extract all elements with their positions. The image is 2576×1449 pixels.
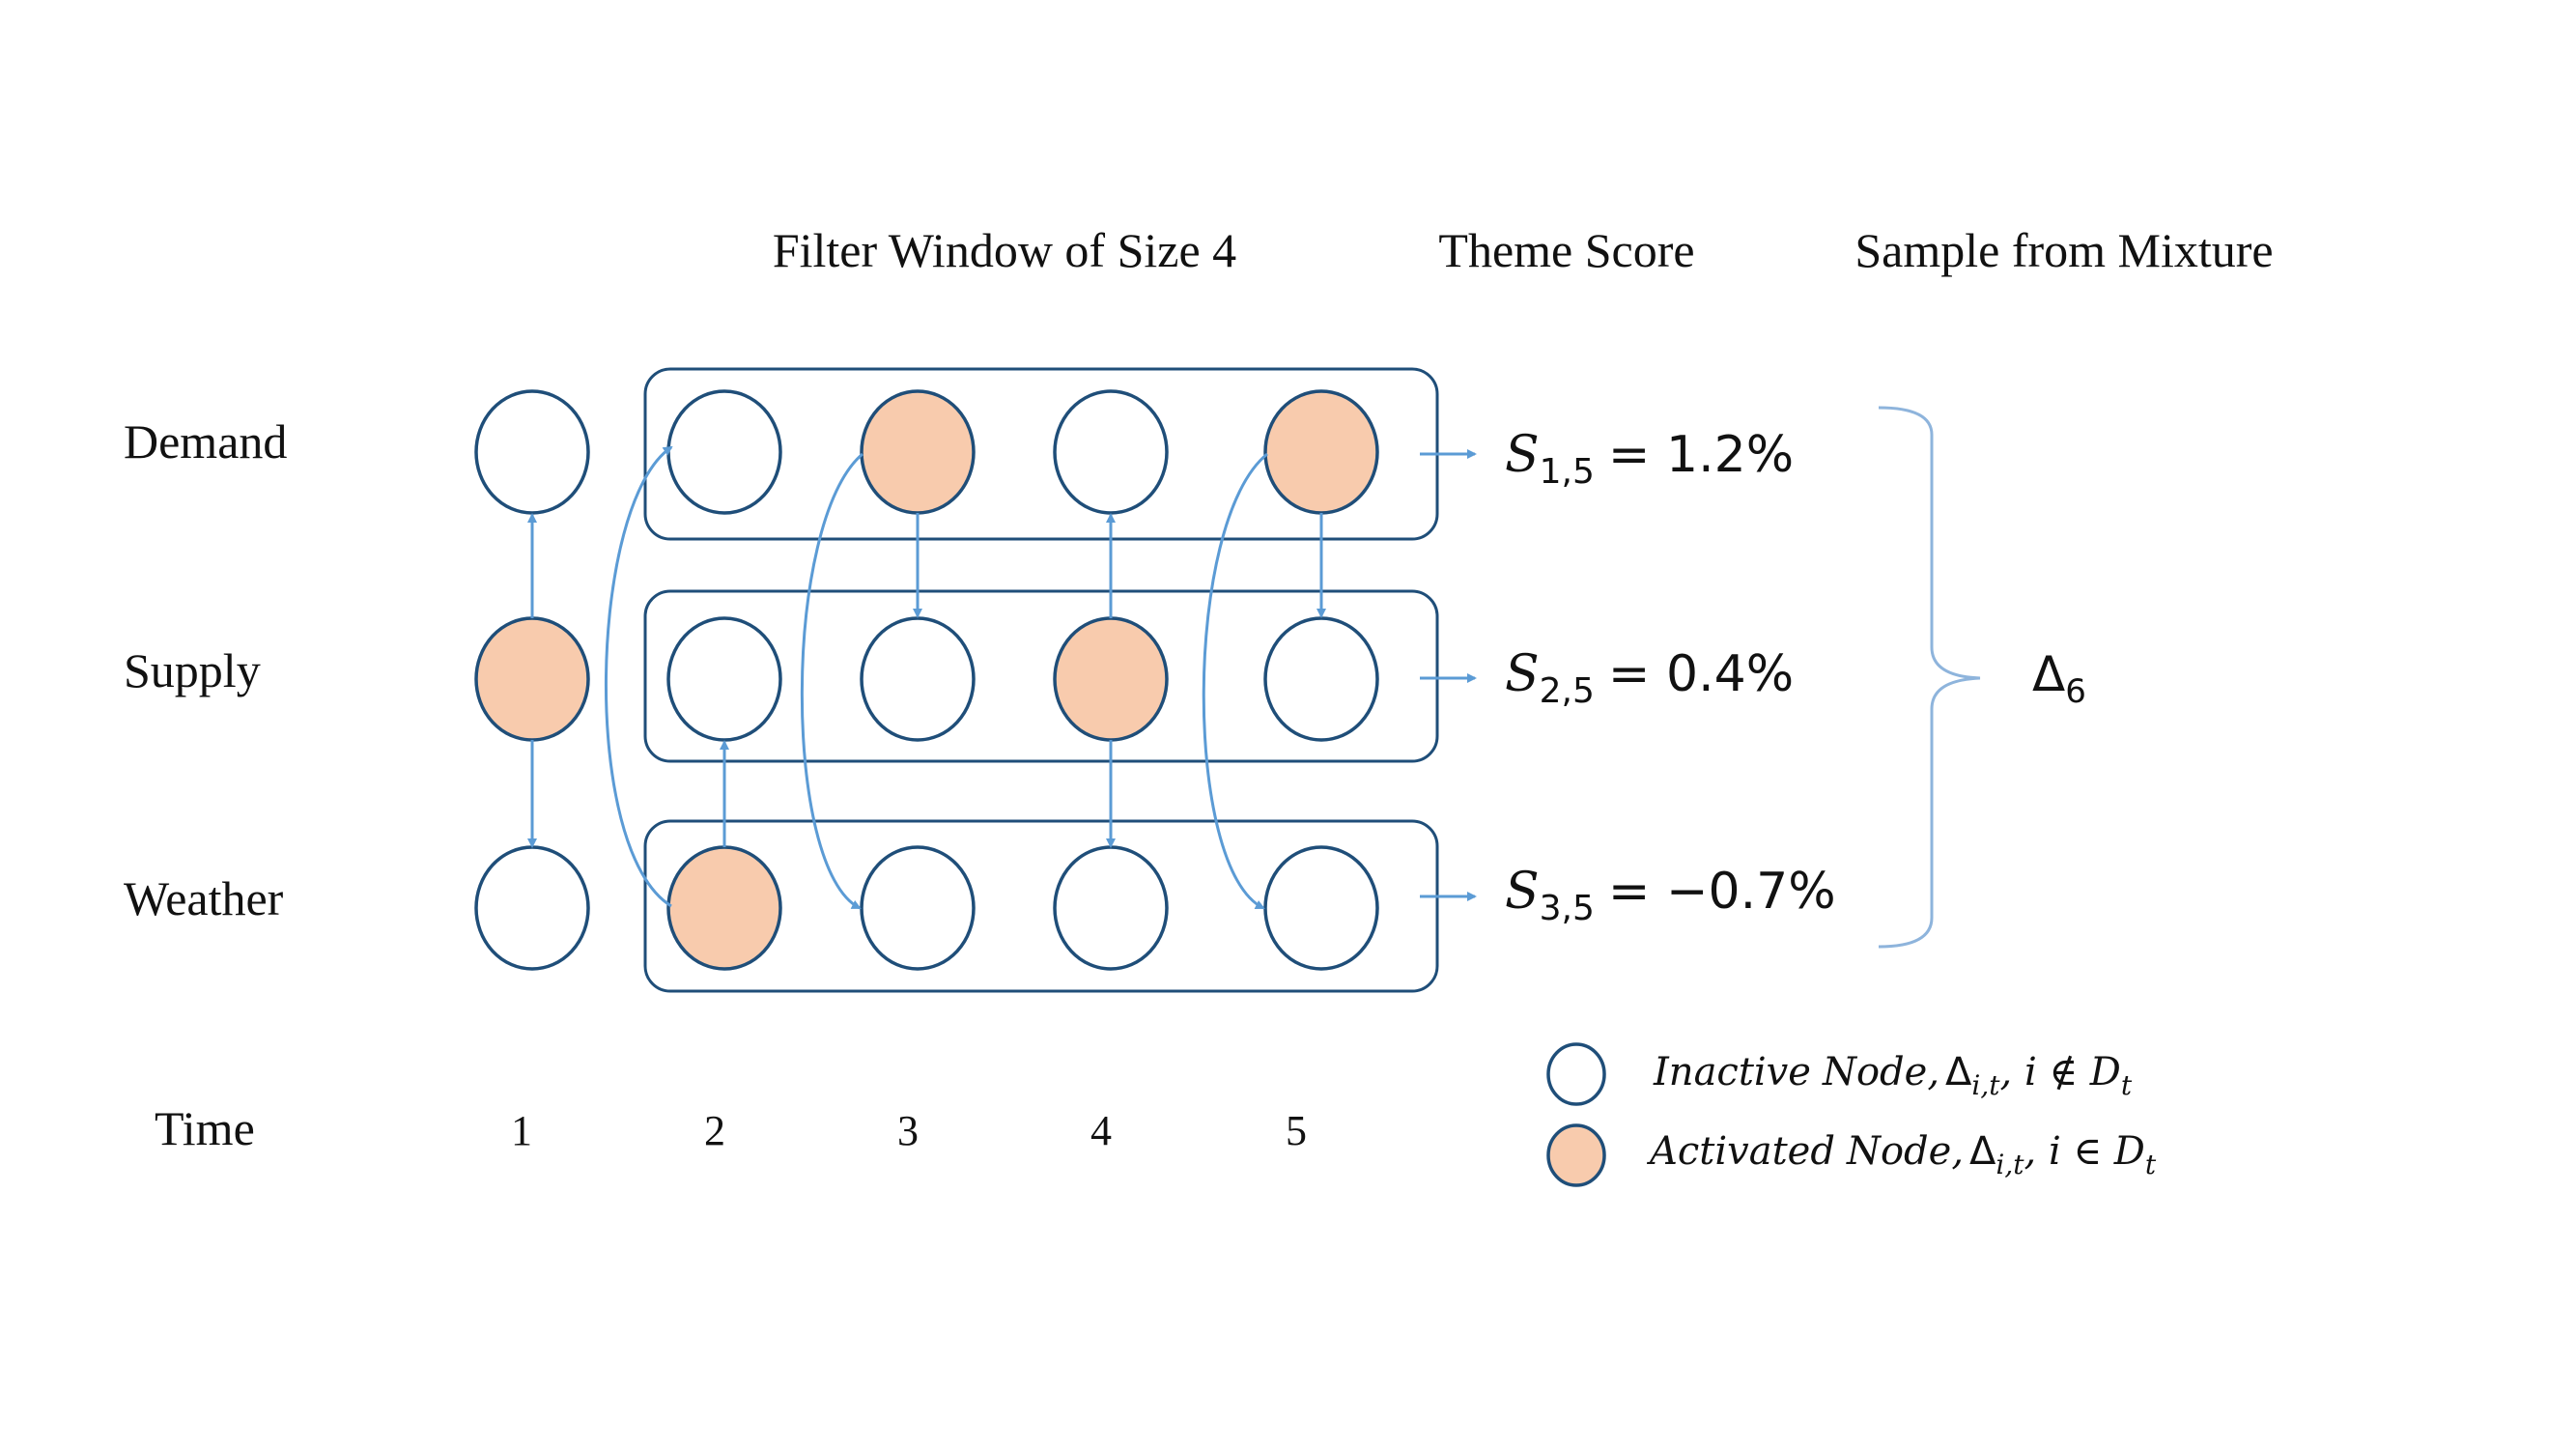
legend-inactive-label: Inactive Node, Δi,t, i ∉ Dt xyxy=(1653,1050,2133,1101)
legend: Inactive Node, Δi,t, i ∉ Dt Activated Node,… xyxy=(1546,1042,2157,1187)
node-demand-t5 xyxy=(1263,389,1379,515)
node-grid xyxy=(474,389,1379,971)
time-step-5: 5 xyxy=(1286,1107,1307,1154)
node-demand-t1 xyxy=(474,389,590,515)
sample-mixture-header: Sample from Mixture xyxy=(1854,223,2273,277)
time-step-2: 2 xyxy=(704,1107,725,1154)
node-supply-t5 xyxy=(1263,616,1379,742)
row-label-supply: Supply xyxy=(124,643,261,697)
node-weather-t2 xyxy=(666,845,782,971)
filter-window-box-weather xyxy=(643,819,1439,993)
theme-score-header: Theme Score xyxy=(1438,223,1694,277)
node-demand-t3 xyxy=(860,389,976,515)
theme-score-supply: S2,5 = 0.4% xyxy=(1505,645,1794,711)
mixture-brace xyxy=(1878,406,1981,949)
node-weather-t3 xyxy=(860,845,976,971)
node-supply-t2 xyxy=(666,616,782,742)
mixture-sample: Δ6 xyxy=(2032,646,2086,711)
edge-demand-t5-weather-t5 xyxy=(1202,452,1268,910)
time-label: Time xyxy=(155,1101,255,1155)
dependency-edges xyxy=(527,445,1477,910)
filter-window-box-supply xyxy=(643,589,1439,763)
legend-activated-swatch xyxy=(1546,1123,1606,1187)
node-supply-t3 xyxy=(860,616,976,742)
node-weather-t1 xyxy=(474,845,590,971)
time-step-3: 3 xyxy=(897,1107,919,1154)
theme-score-demand: S1,5 = 1.2% xyxy=(1505,426,1794,492)
time-step-1: 1 xyxy=(511,1107,532,1154)
theme-score-weather: S3,5 = −0.7% xyxy=(1505,863,1836,928)
row-label-demand: Demand xyxy=(124,414,287,469)
row-label-weather: Weather xyxy=(124,871,284,925)
node-demand-t4 xyxy=(1053,389,1169,515)
node-weather-t4 xyxy=(1053,845,1169,971)
node-demand-t2 xyxy=(666,389,782,515)
time-step-4: 4 xyxy=(1090,1107,1112,1154)
legend-activated-label: Activated Node, Δi,t, i ∈ Dt xyxy=(1646,1129,2157,1180)
filter-window-header: Filter Window of Size 4 xyxy=(773,223,1236,277)
edge-demand-t3-weather-t3 xyxy=(800,452,863,910)
node-supply-t4 xyxy=(1053,616,1169,742)
legend-inactive-swatch xyxy=(1546,1042,1606,1106)
edge-weather-t2-demand-t2 xyxy=(605,445,673,908)
node-supply-t1 xyxy=(474,616,590,742)
node-weather-t5 xyxy=(1263,845,1379,971)
